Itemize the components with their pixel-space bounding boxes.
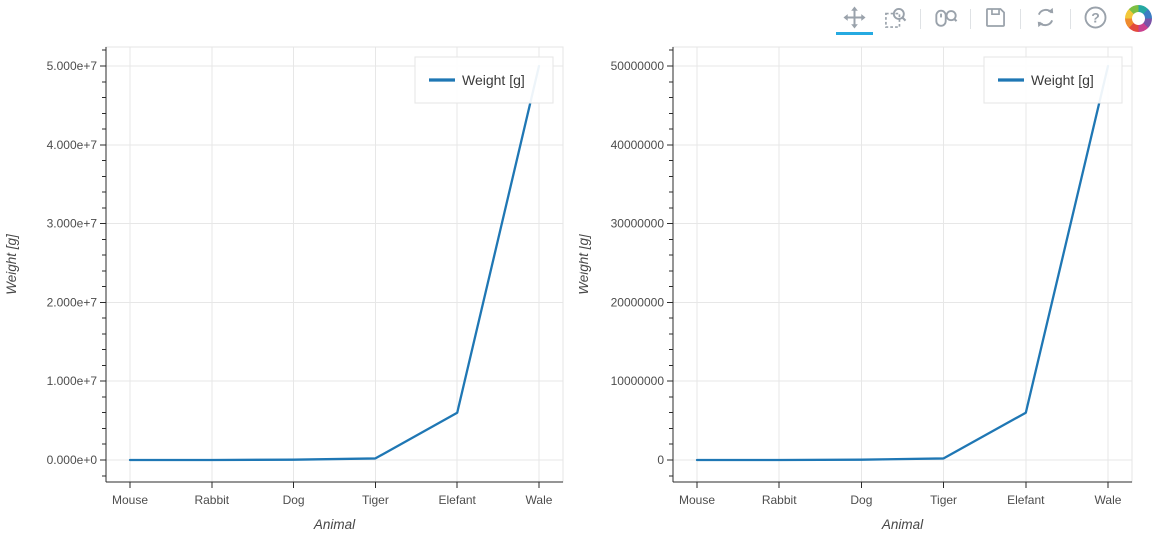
- x-tick-label: Rabbit: [194, 493, 229, 507]
- x-tick-label: Elefant: [1007, 493, 1045, 507]
- x-tick-label: Wale: [1095, 493, 1122, 507]
- x-tick-label: Tiger: [362, 493, 389, 507]
- bokeh-logo-icon[interactable]: [1125, 5, 1152, 32]
- x-axis-label: Animal: [881, 517, 924, 532]
- y-axis-label: Weight [g]: [4, 233, 19, 295]
- y-tick-label: 20000000: [611, 295, 665, 309]
- save-tool-button[interactable]: [977, 2, 1014, 35]
- y-tick-label: 5.000e+7: [47, 59, 98, 73]
- y-tick-label: 30000000: [611, 217, 665, 231]
- y-tick-label: 1.000e+7: [47, 374, 98, 388]
- legend: Weight [g]: [414, 56, 554, 104]
- x-tick-label: Dog: [850, 493, 872, 507]
- legend-label: Weight [g]: [462, 72, 525, 88]
- help-tool-button[interactable]: ?: [1077, 2, 1114, 35]
- x-tick-label: Wale: [526, 493, 553, 507]
- plot-frame: [672, 46, 1133, 483]
- x-tick-label: Mouse: [112, 493, 148, 507]
- pan-tool-button[interactable]: [836, 2, 873, 35]
- y-tick-label: 3.000e+7: [47, 217, 98, 231]
- x-tick-label: Dog: [283, 493, 305, 507]
- x-tick-label: Tiger: [930, 493, 957, 507]
- x-tick-label: Mouse: [679, 493, 715, 507]
- x-axis-label: Animal: [313, 517, 356, 532]
- y-tick-label: 0: [657, 453, 664, 467]
- y-tick-label: 2.000e+7: [47, 295, 98, 309]
- legend: Weight [g]: [983, 56, 1123, 104]
- svg-text:?: ?: [1091, 9, 1100, 25]
- figure-left[interactable]: 0.000e+0 1.000e+7 2.000e+7 3.000e+7 4.000e+7…: [0, 0, 579, 557]
- y-tick-label: 0.000e+0: [47, 453, 98, 467]
- y-tick-label: 50000000: [611, 59, 665, 73]
- y-axis-label: Weight [g]: [579, 233, 591, 295]
- y-tick-label: 40000000: [611, 138, 665, 152]
- y-tick-label: 10000000: [611, 374, 665, 388]
- weight-line: [128, 64, 541, 462]
- legend-label: Weight [g]: [1031, 72, 1094, 88]
- weight-line: [695, 64, 1110, 462]
- toolbar-separator: [920, 8, 921, 29]
- y-tick-label: 4.000e+7: [47, 138, 98, 152]
- toolbar-separator: [1070, 8, 1071, 29]
- x-tick-label: Rabbit: [762, 493, 797, 507]
- x-tick-label: Elefant: [439, 493, 477, 507]
- bokeh-toolbar: ?: [834, 2, 1152, 35]
- figure-right[interactable]: 0 10000000 20000000 30000000 40000000 5000000…: [579, 0, 1158, 557]
- toolbar-separator: [1020, 8, 1021, 29]
- box-zoom-tool-button[interactable]: [877, 2, 914, 35]
- plot-frame: [105, 46, 564, 483]
- wheel-zoom-tool-button[interactable]: [927, 2, 964, 35]
- toolbar-separator: [970, 8, 971, 29]
- reset-tool-button[interactable]: [1027, 2, 1064, 35]
